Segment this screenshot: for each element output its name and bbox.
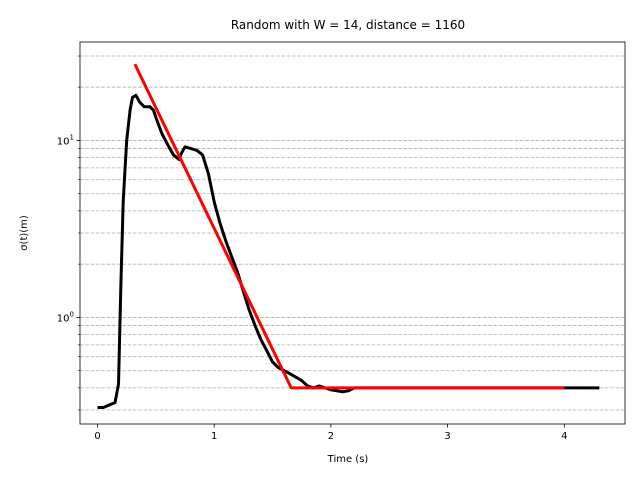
y-axis: 100 101 bbox=[57, 55, 80, 411]
y-tick-label: 100 bbox=[57, 310, 74, 324]
x-axis: 0 1 2 3 4 bbox=[94, 424, 568, 442]
x-tick-label: 0 bbox=[94, 431, 100, 442]
chart-title: Random with W = 14, distance = 1160 bbox=[231, 18, 465, 32]
series-layer bbox=[97, 63, 600, 409]
x-axis-label: Time (s) bbox=[327, 454, 369, 465]
x-tick-label: 4 bbox=[561, 431, 567, 442]
y-axis-label: σ(t)(m) bbox=[19, 215, 30, 251]
y-tick-label: 101 bbox=[57, 133, 74, 147]
series-line-1 bbox=[97, 93, 600, 409]
grid-lines bbox=[80, 55, 625, 411]
x-tick-label: 3 bbox=[444, 431, 450, 442]
series-line-2 bbox=[133, 63, 565, 390]
x-tick-label: 2 bbox=[328, 431, 334, 442]
x-tick-label: 1 bbox=[211, 431, 217, 442]
